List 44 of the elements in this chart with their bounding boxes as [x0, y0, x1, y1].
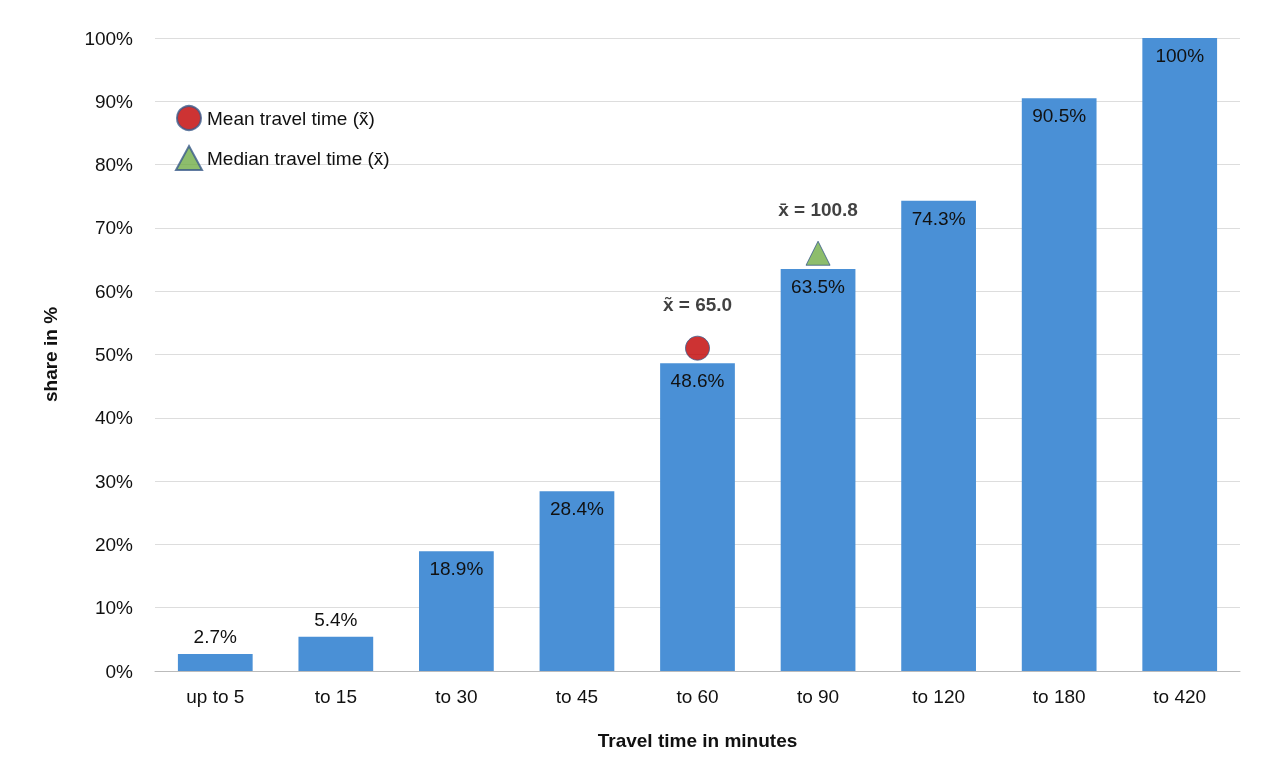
data-label: 18.9% — [429, 558, 484, 580]
data-label: 63.5% — [791, 276, 846, 298]
x-axis-title: Travel time in minutes — [597, 730, 798, 751]
y-tick-label: 70% — [94, 217, 134, 239]
bar — [901, 200, 976, 671]
y-tick-label: 60% — [94, 280, 134, 302]
bar — [1142, 38, 1218, 671]
x-tick-label: to 180 — [1032, 686, 1086, 707]
x-tick-label: up to 5 — [186, 686, 245, 707]
data-label: 90.5% — [1032, 105, 1087, 127]
bar — [177, 653, 253, 671]
data-label: 48.6% — [670, 370, 725, 392]
data-label: 28.4% — [550, 498, 604, 520]
bar — [539, 491, 615, 671]
y-tick-label: 30% — [94, 470, 134, 492]
y-tick-label: 0% — [105, 660, 134, 682]
x-tick-label: to 420 — [1153, 686, 1207, 707]
annotation: x̃ = 65.0 — [662, 293, 733, 315]
x-tick-label: to 60 — [676, 686, 719, 707]
data-label: 100% — [1155, 45, 1205, 66]
legend-label: Mean travel time (x̃) — [207, 107, 375, 129]
y-tick-label: 90% — [94, 90, 134, 112]
bar — [419, 551, 494, 671]
x-tick-label: to 120 — [912, 686, 966, 707]
x-tick-label: to 15 — [314, 686, 357, 707]
annotation: x̄ = 100.8 — [778, 198, 858, 220]
y-tick-label: 20% — [94, 533, 134, 555]
data-label: 2.7% — [193, 625, 238, 647]
legend-label: Median travel time (x̄) — [207, 147, 390, 169]
y-tick-label: 100% — [84, 27, 134, 49]
y-tick-label: 40% — [94, 407, 134, 429]
y-axis-title: share in % — [40, 306, 61, 403]
bar — [1021, 98, 1097, 671]
bar — [660, 363, 735, 671]
bar — [298, 636, 374, 671]
y-tick-label: 50% — [94, 344, 134, 365]
y-tick-label: 10% — [94, 597, 134, 619]
data-label: 5.4% — [314, 608, 358, 630]
y-tick-label: 80% — [94, 154, 134, 176]
x-tick-label: to 90 — [796, 686, 840, 707]
bar — [780, 269, 856, 671]
x-tick-label: to 45 — [555, 686, 599, 707]
data-label: 74.3% — [911, 207, 966, 229]
x-tick-label: to 30 — [435, 686, 478, 707]
